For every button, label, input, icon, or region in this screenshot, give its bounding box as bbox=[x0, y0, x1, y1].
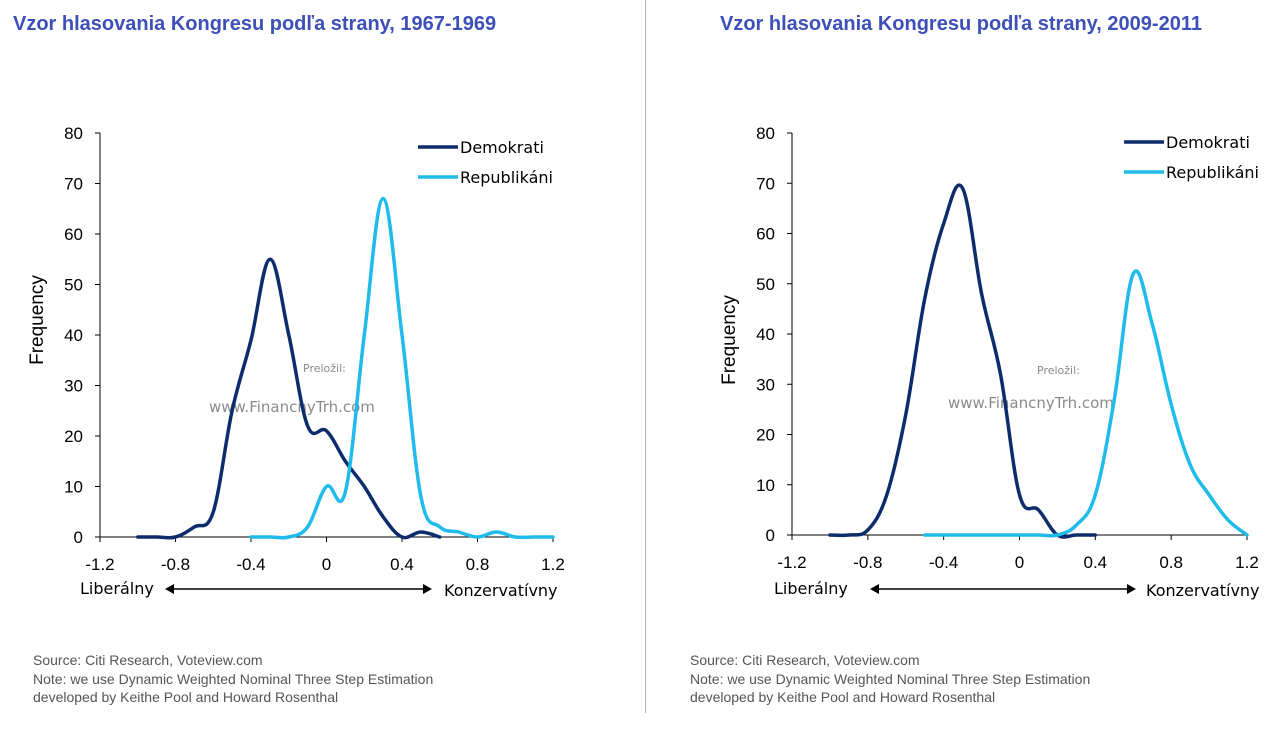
y-tick-label: 40 bbox=[64, 326, 83, 345]
note-line: Note: we use Dynamic Weighted Nominal Th… bbox=[33, 670, 434, 687]
y-tick-label: 60 bbox=[64, 225, 83, 244]
watermark-label: Preložil: bbox=[303, 362, 346, 375]
x-tick-label: -0.4 bbox=[236, 555, 265, 574]
chart-title: Vzor hlasovania Kongresu podľa strany, 2… bbox=[720, 13, 1202, 35]
direction-label-right: Konzervatívny bbox=[444, 581, 558, 600]
y-tick-label: 0 bbox=[766, 526, 775, 545]
x-tick-label: -1.2 bbox=[85, 555, 114, 574]
arrowhead-left-icon bbox=[165, 584, 174, 594]
series-line-republikani bbox=[922, 269, 1249, 538]
direction-label-left: Liberálny bbox=[774, 579, 848, 598]
source-line: Source: Citi Research, Voteview.com bbox=[33, 652, 263, 668]
y-tick-label: 0 bbox=[74, 528, 83, 547]
arrowhead-right-icon bbox=[1127, 584, 1136, 594]
x-tick-label: 0.8 bbox=[1159, 553, 1183, 572]
y-tick-label: 60 bbox=[756, 225, 775, 244]
x-tick-label: -0.8 bbox=[853, 553, 882, 572]
series-line-demokrati bbox=[828, 183, 1098, 539]
direction-label-left: Liberálny bbox=[80, 579, 154, 598]
chart-panel-2009-2011: Vzor hlasovania Kongresu podľa strany, 2… bbox=[646, 0, 1283, 729]
y-tick-label: 20 bbox=[64, 427, 83, 446]
source-note: Source: Citi Research, Voteview.com Note… bbox=[33, 651, 433, 707]
line-chart: 0 10 20 30 40 50 60 70 80 -1.2 -0.8 -0.4 0 0.4 0.8 1.2 F… bbox=[719, 124, 1260, 600]
x-tick-label: -0.4 bbox=[929, 553, 958, 572]
x-tick-label: -1.2 bbox=[777, 553, 806, 572]
source-note: Source: Citi Research, Voteview.com Note… bbox=[690, 651, 1090, 707]
x-tick-label: 1.2 bbox=[1235, 553, 1259, 572]
chart-title: Vzor hlasovania Kongresu podľa strany, 1… bbox=[13, 13, 497, 35]
direction-label-right: Konzervatívny bbox=[1146, 581, 1260, 600]
watermark-url: www.FinancnyTrh.com bbox=[209, 398, 375, 416]
y-tick-label: 30 bbox=[64, 377, 83, 396]
y-tick-label: 10 bbox=[756, 476, 775, 495]
x-tick-label: 0 bbox=[1015, 553, 1024, 572]
x-tick-label: 0.4 bbox=[1084, 553, 1108, 572]
legend-label: Republikáni bbox=[1166, 163, 1259, 182]
arrowhead-right-icon bbox=[423, 584, 432, 594]
y-tick-label: 80 bbox=[64, 124, 83, 143]
note-line: Note: we use Dynamic Weighted Nominal Th… bbox=[690, 670, 1091, 687]
y-axis-label: Frequency bbox=[27, 275, 48, 365]
watermark-label: Preložil: bbox=[1037, 364, 1080, 377]
x-tick-label: 1.2 bbox=[541, 555, 565, 574]
x-tick-label: 0.4 bbox=[390, 555, 414, 574]
y-tick-label: 20 bbox=[756, 426, 775, 445]
note-line: developed by Keithe Pool and Howard Rose… bbox=[33, 689, 339, 705]
arrowhead-left-icon bbox=[870, 584, 879, 594]
y-tick-label: 80 bbox=[756, 124, 775, 143]
chart-panel-1967-1969: Vzor hlasovania Kongresu podľa strany, 1… bbox=[13, 13, 565, 707]
y-tick-label: 10 bbox=[64, 478, 83, 497]
y-tick-label: 40 bbox=[756, 325, 775, 344]
legend-label: Demokrati bbox=[460, 138, 544, 157]
x-tick-label: 0 bbox=[322, 555, 331, 574]
x-tick-label: 0.8 bbox=[466, 555, 490, 574]
legend-label: Demokrati bbox=[1166, 133, 1250, 152]
note-line: developed by Keithe Pool and Howard Rose… bbox=[690, 689, 996, 705]
y-axis-label: Frequency bbox=[719, 295, 740, 385]
legend-label: Republikáni bbox=[460, 168, 553, 187]
series-line-demokrati bbox=[136, 257, 442, 540]
y-tick-label: 50 bbox=[64, 276, 83, 295]
y-tick-label: 50 bbox=[756, 275, 775, 294]
source-line: Source: Citi Research, Voteview.com bbox=[690, 652, 920, 668]
series-line-republikani bbox=[249, 196, 555, 540]
y-tick-label: 30 bbox=[756, 375, 775, 394]
line-chart: 0 10 20 30 40 50 60 70 80 -1.2 -0.8 -0.4 0 0.4 0.8 1.2 F… bbox=[27, 124, 565, 600]
watermark-url: www.FinancnyTrh.com bbox=[948, 394, 1114, 412]
y-tick-label: 70 bbox=[756, 174, 775, 193]
panel-divider bbox=[645, 0, 646, 713]
y-tick-label: 70 bbox=[64, 175, 83, 194]
x-tick-label: -0.8 bbox=[161, 555, 190, 574]
